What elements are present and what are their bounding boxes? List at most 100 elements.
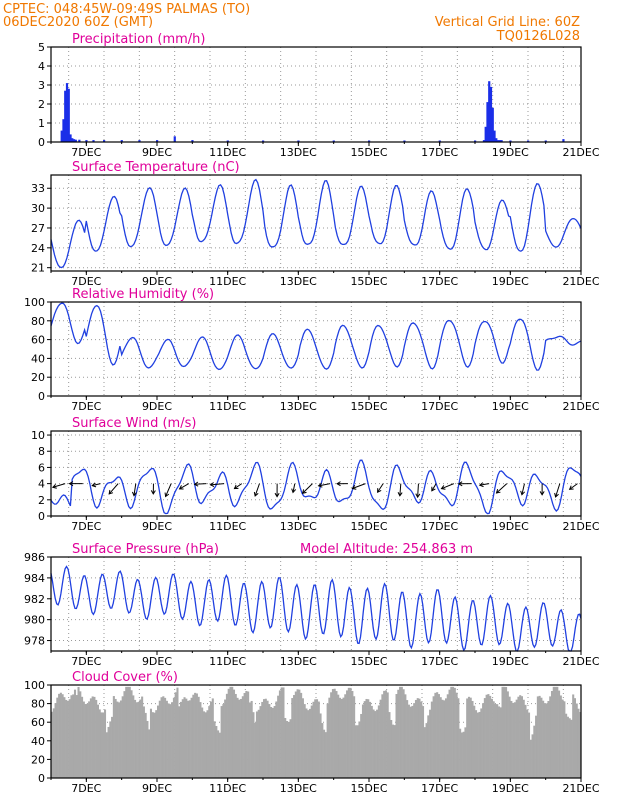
cloud-bar [328,698,330,778]
cloud-bar [79,691,81,778]
cloud-bar [433,696,435,778]
x-tick-label: 11DEC [209,146,246,159]
cloud-bar [295,692,297,778]
cloud-bar [524,705,526,778]
panel-pressure: Surface Pressure (hPa)Model Altitude: 25… [24,542,600,668]
cloud-bar [191,698,193,778]
cloud-bar [449,690,451,778]
cloud-bar [457,698,459,778]
cloud-bar [464,727,466,778]
cloud-bar [229,687,231,778]
cloud-bar [369,702,371,778]
cloud-bar [415,700,417,778]
x-tick-label: 13DEC [280,400,317,413]
cloud-bar [374,711,376,778]
cloud-bar [60,693,62,778]
cloud-bar [104,709,106,778]
cloud-bar [521,696,523,778]
cloud-bar [198,697,200,778]
cloud-bar [129,687,131,778]
cloud-bar [108,727,110,778]
cloud-bar [466,698,468,778]
cloud-bar [396,694,398,778]
cloud-bar [535,716,537,778]
cloud-bar [431,702,433,778]
cloud-bar [373,710,375,778]
cloud-bar [468,697,470,778]
x-tick-label: 13DEC [280,782,317,795]
cloud-bar [360,714,362,778]
cloud-bar [65,700,67,778]
cloud-bar [413,703,415,778]
cloud-bar [265,699,267,778]
cloud-bar [102,712,104,778]
cloud-bar [346,690,348,778]
x-tick-label: 9DEC [142,520,172,533]
cloud-bar [240,699,242,778]
cloud-bar [376,710,378,778]
cloud-bar [426,723,428,778]
cloud-bar [463,732,465,778]
cloud-bar [314,699,316,778]
cloud-bar [221,706,223,778]
cloud-bar [100,712,102,778]
cloud-bar [309,709,311,778]
y-tick-label: 0 [38,772,45,785]
cloud-bar [540,698,542,778]
cloud-bar [484,698,486,778]
cloud-bar [161,697,163,778]
cloud-bar [367,699,369,778]
cloud-bar [321,723,323,778]
cloud-bar [274,706,276,778]
cloud-bar [111,717,113,778]
cloud-bar [159,701,161,778]
cloud-bar [459,729,461,778]
cloud-bar [263,699,265,778]
cloud-bar [505,687,507,778]
cloud-bar [429,710,431,778]
cloud-bar [516,700,518,778]
wind-arrow [497,484,507,493]
cloud-bar [411,706,413,778]
cloud-bar [256,711,258,778]
cloud-bar [196,693,198,778]
cloud-bar [491,699,493,778]
cloud-bar [385,690,387,778]
x-tick-label: 9DEC [142,146,172,159]
wind-arrow [195,484,207,485]
cloud-bar [233,690,235,778]
x-tick-label: 13DEC [280,275,317,288]
cloud-bar [95,700,97,778]
cloud-bar [131,690,133,778]
x-tick-label: 17DEC [421,400,458,413]
cloud-bar [194,693,196,778]
cloud-bar [148,729,150,778]
cloud-bar [547,701,549,778]
cloud-bar [330,692,332,778]
cloud-bar [192,695,194,778]
y-tick-label: 100 [24,679,45,692]
cloud-bar [88,701,90,778]
cloud-bar [517,697,519,778]
x-tick-label: 21DEC [562,782,599,795]
y-tick-label: 5 [38,41,45,54]
y-tick-label: 6 [38,461,45,474]
x-tick-label: 9DEC [142,655,172,668]
cloud-bar [320,713,322,778]
cloud-bar [555,687,557,778]
cloud-bar [235,694,237,778]
cloud-bar [512,703,514,778]
y-tick-label: 60 [31,334,45,347]
cloud-bar [58,694,60,778]
cloud-bar [76,695,78,778]
x-tick-label: 19DEC [492,400,529,413]
x-tick-label: 17DEC [421,146,458,159]
y-tick-label: 80 [31,315,45,328]
cloud-bar [486,695,488,778]
cloud-bar [562,700,564,778]
y-tick-label: 33 [31,182,45,195]
cloud-bar [99,709,101,778]
